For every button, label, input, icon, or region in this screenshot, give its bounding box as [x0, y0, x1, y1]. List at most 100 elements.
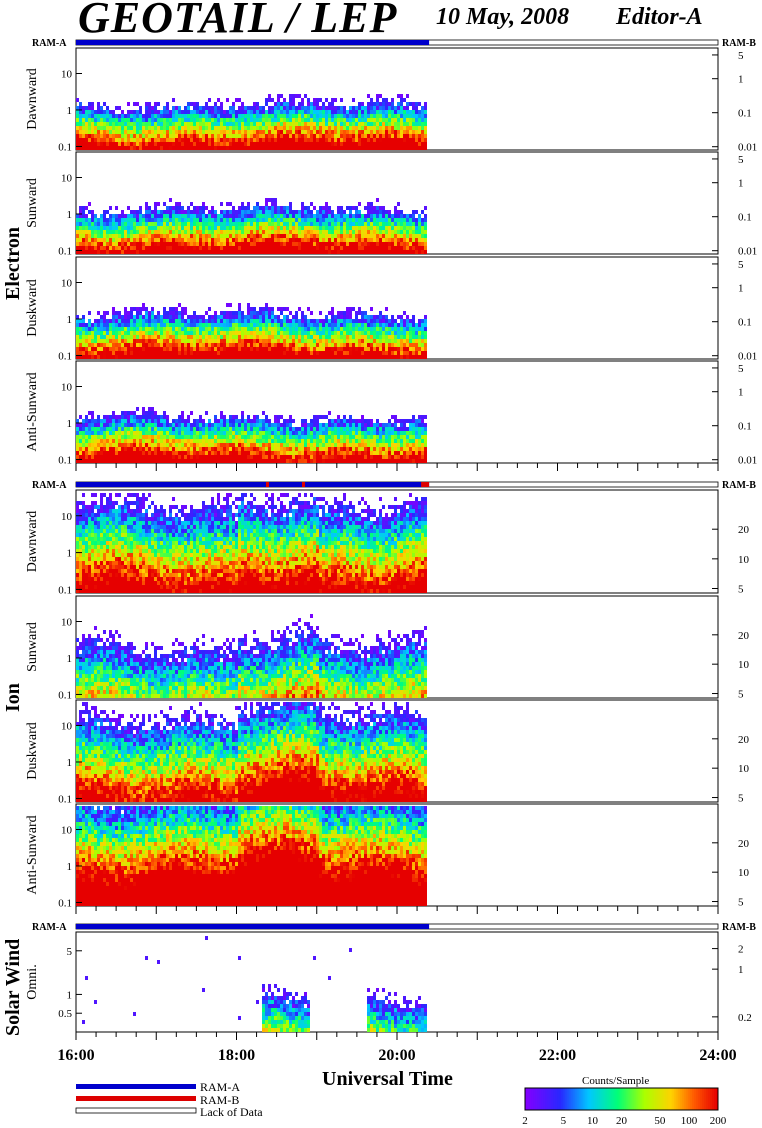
left-tick-label: 1: [67, 209, 73, 221]
left-tick-label: 10: [61, 278, 73, 290]
x-tick-label-3: 22:00: [539, 1047, 576, 1064]
x-tick-label-2: 20:00: [378, 1047, 415, 1064]
figure-title: GEOTAIL / LEP: [78, 0, 398, 42]
panel-label-0: Dawnward: [25, 68, 40, 129]
right-tick-label: 5: [738, 793, 744, 805]
legend-ram-b-label: RAM-B: [200, 1093, 240, 1107]
colorbar-tick-3: 20: [616, 1115, 628, 1127]
left-tick-label: 0.1: [58, 350, 72, 362]
legend-lack-label: Lack of Data: [200, 1105, 263, 1119]
colorbar-tick-2: 10: [587, 1115, 599, 1127]
right-tick-label: 0.1: [738, 108, 752, 120]
colorbar-tick-5: 100: [681, 1115, 698, 1127]
right-tick-label: 5: [738, 154, 744, 166]
right-tick-label: 2: [738, 944, 744, 956]
ram-a-label: RAM-A: [32, 922, 67, 933]
left-tick-label: 1: [67, 757, 73, 769]
left-tick-label: 1: [67, 653, 73, 665]
right-tick-label: 1: [738, 178, 744, 190]
right-tick-label: 0.01: [738, 142, 757, 154]
right-tick-label: 0.1: [738, 317, 752, 329]
x-tick-label-0: 16:00: [57, 1047, 94, 1064]
right-tick-label: 10: [738, 763, 750, 775]
ram-a-label: RAM-A: [32, 480, 67, 491]
panel-label-3: Anti-Sunward: [25, 372, 40, 451]
left-tick-label: 0.1: [58, 141, 72, 153]
left-tick-label: 0.1: [58, 897, 72, 909]
ram-b-label: RAM-B: [722, 480, 756, 491]
right-tick-label: 10: [738, 867, 750, 879]
left-tick-label: 0.1: [58, 245, 72, 257]
x-tick-label-4: 24:00: [699, 1047, 736, 1064]
colorbar-title: Counts/Sample: [582, 1075, 650, 1087]
ram-b-label: RAM-B: [722, 922, 756, 933]
x-axis-label: Universal Time: [322, 1068, 453, 1090]
right-tick-label: 0.2: [738, 1012, 752, 1024]
left-tick-label: 1: [67, 861, 73, 873]
left-tick-label: 10: [61, 69, 73, 81]
colorbar: [525, 1088, 719, 1110]
left-tick-label: 5: [67, 946, 73, 958]
right-tick-label: 0.1: [738, 421, 752, 433]
colorbar-frame: [524, 1087, 719, 1111]
panel-data-5: [76, 614, 427, 698]
panel-label-4: Dawnward: [25, 511, 40, 572]
ion-group-label: Ion: [2, 683, 24, 712]
panel-data-0: [76, 94, 427, 150]
colorbar-tick-0: 2: [522, 1115, 528, 1127]
figure-date: 10 May, 2008: [436, 4, 570, 30]
right-tick-label: 20: [738, 630, 750, 642]
left-tick-label: 0.5: [58, 1008, 72, 1020]
right-tick-label: 5: [738, 50, 744, 62]
colorbar-tick-4: 50: [654, 1115, 666, 1127]
left-tick-label: 0.1: [58, 584, 72, 596]
left-tick-label: 1: [67, 418, 73, 430]
left-tick-label: 1: [67, 314, 73, 326]
left-tick-label: 10: [61, 511, 73, 523]
left-tick-label: 0.1: [58, 793, 72, 805]
panel-label-8: Omni.: [25, 964, 40, 999]
left-tick-label: 1: [67, 989, 73, 1001]
panel-label-5: Sunward: [25, 622, 40, 672]
right-tick-label: 5: [738, 897, 744, 909]
left-tick-label: 10: [61, 173, 73, 185]
left-tick-label: 10: [61, 721, 73, 733]
left-tick-label: 10: [61, 617, 73, 629]
x-tick-label-1: 18:00: [218, 1047, 255, 1064]
panel-label-1: Sunward: [25, 178, 40, 228]
panel-data-1: [76, 198, 427, 254]
panel-label-7: Anti-Sunward: [25, 815, 40, 894]
ram-b-mark: [421, 482, 430, 487]
left-tick-label: 1: [67, 548, 73, 560]
ram-b-mark: [302, 482, 305, 487]
ram-a-bar-2: [76, 924, 430, 929]
ram-b-mark: [266, 482, 269, 487]
left-tick-label: 0.1: [58, 689, 72, 701]
panel-data-7: [76, 806, 427, 906]
right-tick-label: 1: [738, 283, 744, 295]
ram-b-label: RAM-B: [722, 38, 756, 49]
right-tick-label: 0.1: [738, 212, 752, 224]
right-tick-label: 5: [738, 259, 744, 271]
left-tick-label: 10: [61, 825, 73, 837]
left-tick-label: 1: [67, 105, 73, 117]
ram-a-bar-1: [76, 482, 430, 487]
legend-ram-b-bar: [76, 1096, 196, 1101]
legend-lack-bar: [75, 1107, 197, 1114]
right-tick-label: 0.01: [738, 246, 757, 258]
right-tick-label: 20: [738, 838, 750, 850]
right-tick-label: 1: [738, 74, 744, 86]
right-tick-label: 5: [738, 583, 744, 595]
figure-editor: Editor-A: [616, 4, 703, 30]
panel-data-8: [82, 936, 427, 1032]
ram-a-label: RAM-A: [32, 38, 67, 49]
right-tick-label: 1: [738, 964, 744, 976]
panel-data-3: [76, 407, 427, 463]
panel-data-6: [76, 702, 427, 802]
legend-ram-a-bar: [76, 1084, 196, 1089]
left-tick-label: 0.1: [58, 454, 72, 466]
right-tick-label: 1: [738, 387, 744, 399]
ram-a-bar-0: [76, 40, 430, 45]
legend-ram-a-label: RAM-A: [200, 1080, 241, 1094]
